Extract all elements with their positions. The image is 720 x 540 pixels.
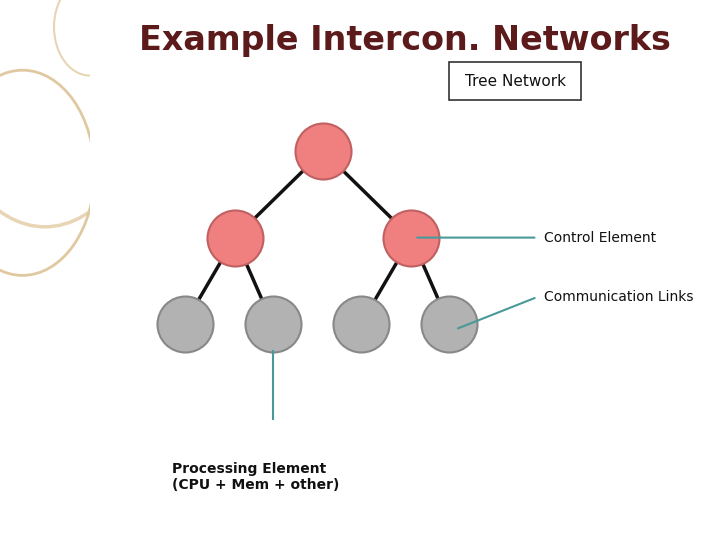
Point — [444, 320, 455, 328]
Text: Example Intercon. Networks: Example Intercon. Networks — [139, 24, 671, 57]
Point — [229, 233, 240, 242]
Text: Communication Links: Communication Links — [544, 290, 693, 304]
Point — [355, 320, 366, 328]
Point — [405, 233, 417, 242]
Text: Tree Network: Tree Network — [464, 73, 566, 89]
Text: Processing Element
(CPU + Mem + other): Processing Element (CPU + Mem + other) — [172, 462, 339, 492]
FancyBboxPatch shape — [449, 62, 582, 100]
Text: Control Element: Control Element — [544, 231, 656, 245]
Point — [267, 320, 279, 328]
Point — [318, 147, 329, 156]
Point — [179, 320, 190, 328]
